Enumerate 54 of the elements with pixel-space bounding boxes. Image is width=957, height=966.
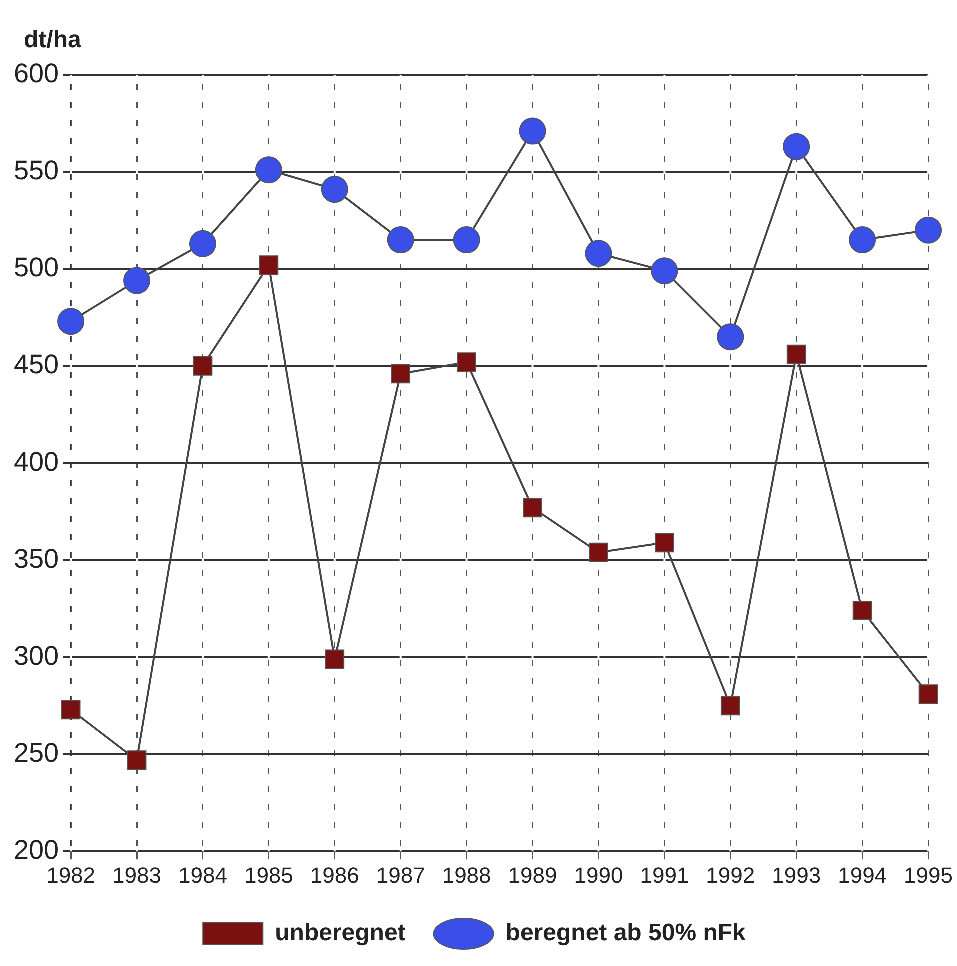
x-tick-label: 1985 — [244, 862, 294, 888]
x-tick-label: 1990 — [574, 862, 624, 888]
x-tick-label: 1989 — [508, 862, 558, 888]
y-tick-label: 500 — [14, 252, 60, 283]
point — [457, 352, 476, 372]
point — [852, 601, 872, 621]
y-tick-label: 200 — [14, 835, 60, 866]
point — [124, 267, 151, 294]
x-tick-label: 1991 — [640, 862, 690, 888]
point — [654, 533, 674, 553]
x-tick-label: 1988 — [442, 862, 492, 888]
point — [259, 256, 279, 275]
x-tick-label: 1983 — [112, 862, 162, 888]
point — [255, 156, 282, 184]
x-tick-label: 1994 — [838, 862, 888, 888]
x-tick-label: 1986 — [310, 862, 360, 888]
point — [519, 118, 546, 145]
legend-label: unberegnet — [275, 920, 406, 947]
point — [325, 650, 345, 670]
point — [651, 258, 678, 285]
point — [189, 230, 216, 258]
y-tick-label: 450 — [14, 350, 60, 380]
point — [193, 356, 213, 376]
point — [523, 498, 542, 518]
y-tick-label: 600 — [14, 58, 60, 88]
point — [717, 324, 744, 351]
point — [918, 684, 938, 704]
x-tick-label: 1995 — [904, 862, 954, 888]
y-tick-label: 400 — [14, 446, 60, 477]
point — [585, 240, 612, 268]
point — [453, 226, 480, 254]
y-tick-label: 350 — [14, 544, 60, 574]
y-tick-label: 300 — [14, 640, 60, 671]
point — [783, 133, 810, 160]
x-tick-label: 1982 — [46, 862, 96, 888]
point — [58, 308, 85, 336]
y-tick-label: 250 — [14, 738, 60, 768]
x-tick-label: 1992 — [706, 862, 756, 888]
x-tick-label: 1987 — [376, 862, 426, 888]
point — [391, 364, 411, 384]
point — [61, 700, 81, 720]
point — [915, 216, 942, 244]
y-axis-title: dt/ha — [24, 26, 82, 54]
point — [127, 750, 147, 770]
x-tick-label: 1993 — [772, 862, 822, 888]
x-tick-label: 1984 — [178, 862, 228, 888]
point — [589, 542, 608, 562]
legend-label: beregnet ab 50% nFk — [506, 920, 747, 947]
point — [387, 226, 414, 254]
point — [321, 176, 348, 204]
point — [720, 696, 740, 716]
point — [849, 226, 876, 254]
point — [786, 344, 806, 364]
y-tick-label: 550 — [14, 156, 60, 186]
